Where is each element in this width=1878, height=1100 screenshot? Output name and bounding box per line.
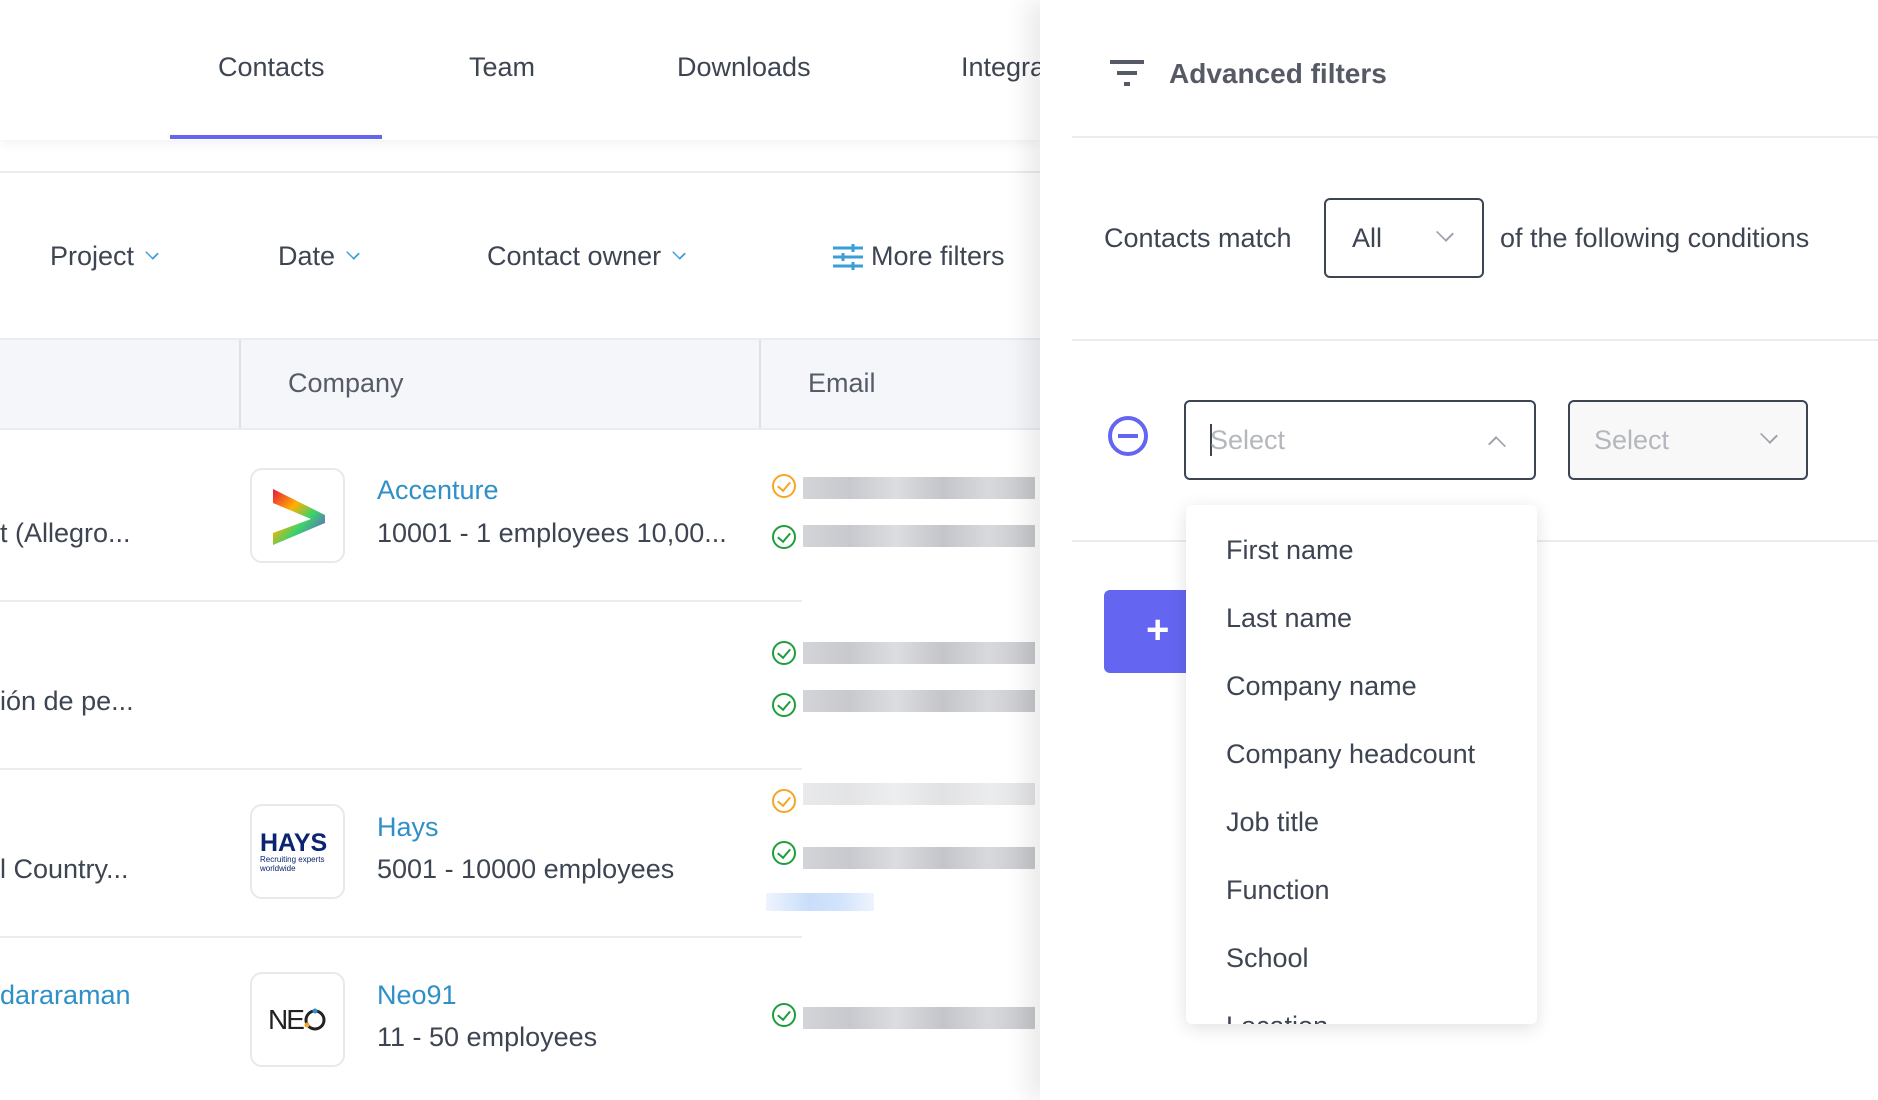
field-dropdown-menu: First name Last name Company name Compan… [1186, 505, 1537, 1024]
blurred-phone [803, 847, 1035, 869]
row-divider [0, 768, 802, 770]
field-select-placeholder: Select [1210, 424, 1286, 455]
check-circle-icon [772, 693, 796, 717]
filter-icon [1110, 60, 1144, 86]
row-divider [0, 600, 802, 602]
blurred-email [803, 642, 1035, 664]
blurred-phone [803, 525, 1035, 547]
top-nav [0, 0, 1040, 140]
contact-name: t (Allegro... [0, 518, 131, 548]
blurred-link [766, 893, 874, 911]
match-select[interactable]: All [1324, 198, 1484, 278]
contact-name: ión de pe... [0, 686, 134, 716]
chevron-down-icon [1760, 426, 1778, 444]
blurred-email [803, 783, 1035, 805]
column-header-company[interactable]: Company [288, 368, 404, 398]
company-size: 10001 - 1 employees 10,00... [377, 518, 727, 548]
dropdown-option-job-title[interactable]: Job title [1226, 807, 1320, 837]
chevron-up-icon [1488, 436, 1506, 454]
neo-logo-text: NE [268, 1003, 305, 1035]
table-header [0, 338, 1040, 430]
date-filter-label: Date [278, 241, 336, 271]
check-circle-icon [772, 789, 796, 813]
company-logo-hays: HAYS Recruiting experts worldwide [250, 804, 345, 899]
check-circle-icon [772, 1003, 796, 1027]
dropdown-option-company-name[interactable]: Company name [1226, 671, 1417, 701]
project-filter[interactable]: Project [50, 241, 159, 272]
match-suffix: of the following conditions [1500, 223, 1810, 253]
dropdown-option-function[interactable]: Function [1226, 875, 1330, 905]
column-divider[interactable] [239, 340, 241, 428]
match-prefix: Contacts match [1104, 223, 1292, 253]
date-filter[interactable]: Date [278, 241, 360, 272]
dropdown-option-first-name[interactable]: First name [1226, 535, 1354, 565]
chevron-down-icon [346, 245, 360, 260]
row-divider [0, 936, 802, 938]
contact-name-link[interactable]: dararaman [0, 980, 131, 1010]
check-circle-icon [772, 641, 796, 665]
match-select-value: All [1352, 222, 1383, 253]
blurred-email [803, 477, 1035, 499]
company-logo-neo91: NE [250, 972, 345, 1067]
more-filters-button[interactable]: More filters [833, 241, 1005, 272]
dropdown-option-company-headcount[interactable]: Company headcount [1226, 739, 1476, 769]
check-circle-icon [772, 474, 796, 498]
contact-owner-filter[interactable]: Contact owner [487, 241, 686, 272]
column-divider[interactable] [759, 340, 761, 428]
chevron-down-icon [145, 245, 159, 260]
panel-title: Advanced filters [1169, 58, 1387, 89]
dropdown-option-last-name[interactable]: Last name [1226, 603, 1353, 633]
chevron-down-icon [1436, 224, 1454, 242]
dropdown-option-school[interactable]: School [1226, 943, 1309, 973]
check-circle-icon [772, 841, 796, 865]
contact-owner-label: Contact owner [487, 241, 662, 271]
chevron-down-icon [672, 245, 686, 260]
tab-contacts[interactable]: Contacts [218, 52, 325, 82]
active-tab-indicator [170, 135, 382, 139]
hays-logo-text: HAYS [260, 828, 328, 857]
company-link[interactable]: Neo91 [377, 980, 457, 1010]
company-logo-accenture [250, 468, 345, 563]
operator-select-placeholder: Select [1594, 424, 1670, 455]
dropdown-option-location[interactable]: Location [1226, 1011, 1328, 1024]
remove-condition-icon[interactable] [1108, 416, 1148, 456]
divider [1072, 339, 1878, 341]
text-cursor [1210, 424, 1212, 456]
project-filter-label: Project [50, 241, 135, 271]
divider [0, 171, 1040, 173]
column-header-email[interactable]: Email [808, 368, 876, 398]
check-circle-icon [772, 525, 796, 549]
divider [1072, 136, 1878, 138]
sliders-icon [833, 243, 863, 270]
company-link[interactable]: Hays [377, 812, 439, 842]
hays-logo-tagline: Recruiting experts worldwide [260, 854, 325, 873]
tab-downloads[interactable]: Downloads [677, 52, 811, 82]
operator-select[interactable]: Select [1568, 400, 1808, 480]
company-link[interactable]: Accenture [377, 475, 499, 505]
tab-team[interactable]: Team [469, 52, 536, 82]
neo-logo-mark [304, 1008, 326, 1030]
more-filters-label: More filters [871, 241, 1005, 271]
contact-name: l Country... [0, 854, 129, 884]
field-select[interactable]: Select [1184, 400, 1536, 480]
company-size: 11 - 50 employees [377, 1022, 598, 1052]
blurred-phone [803, 690, 1035, 712]
company-size: 5001 - 10000 employees [377, 854, 675, 884]
blurred-email [803, 1007, 1035, 1029]
